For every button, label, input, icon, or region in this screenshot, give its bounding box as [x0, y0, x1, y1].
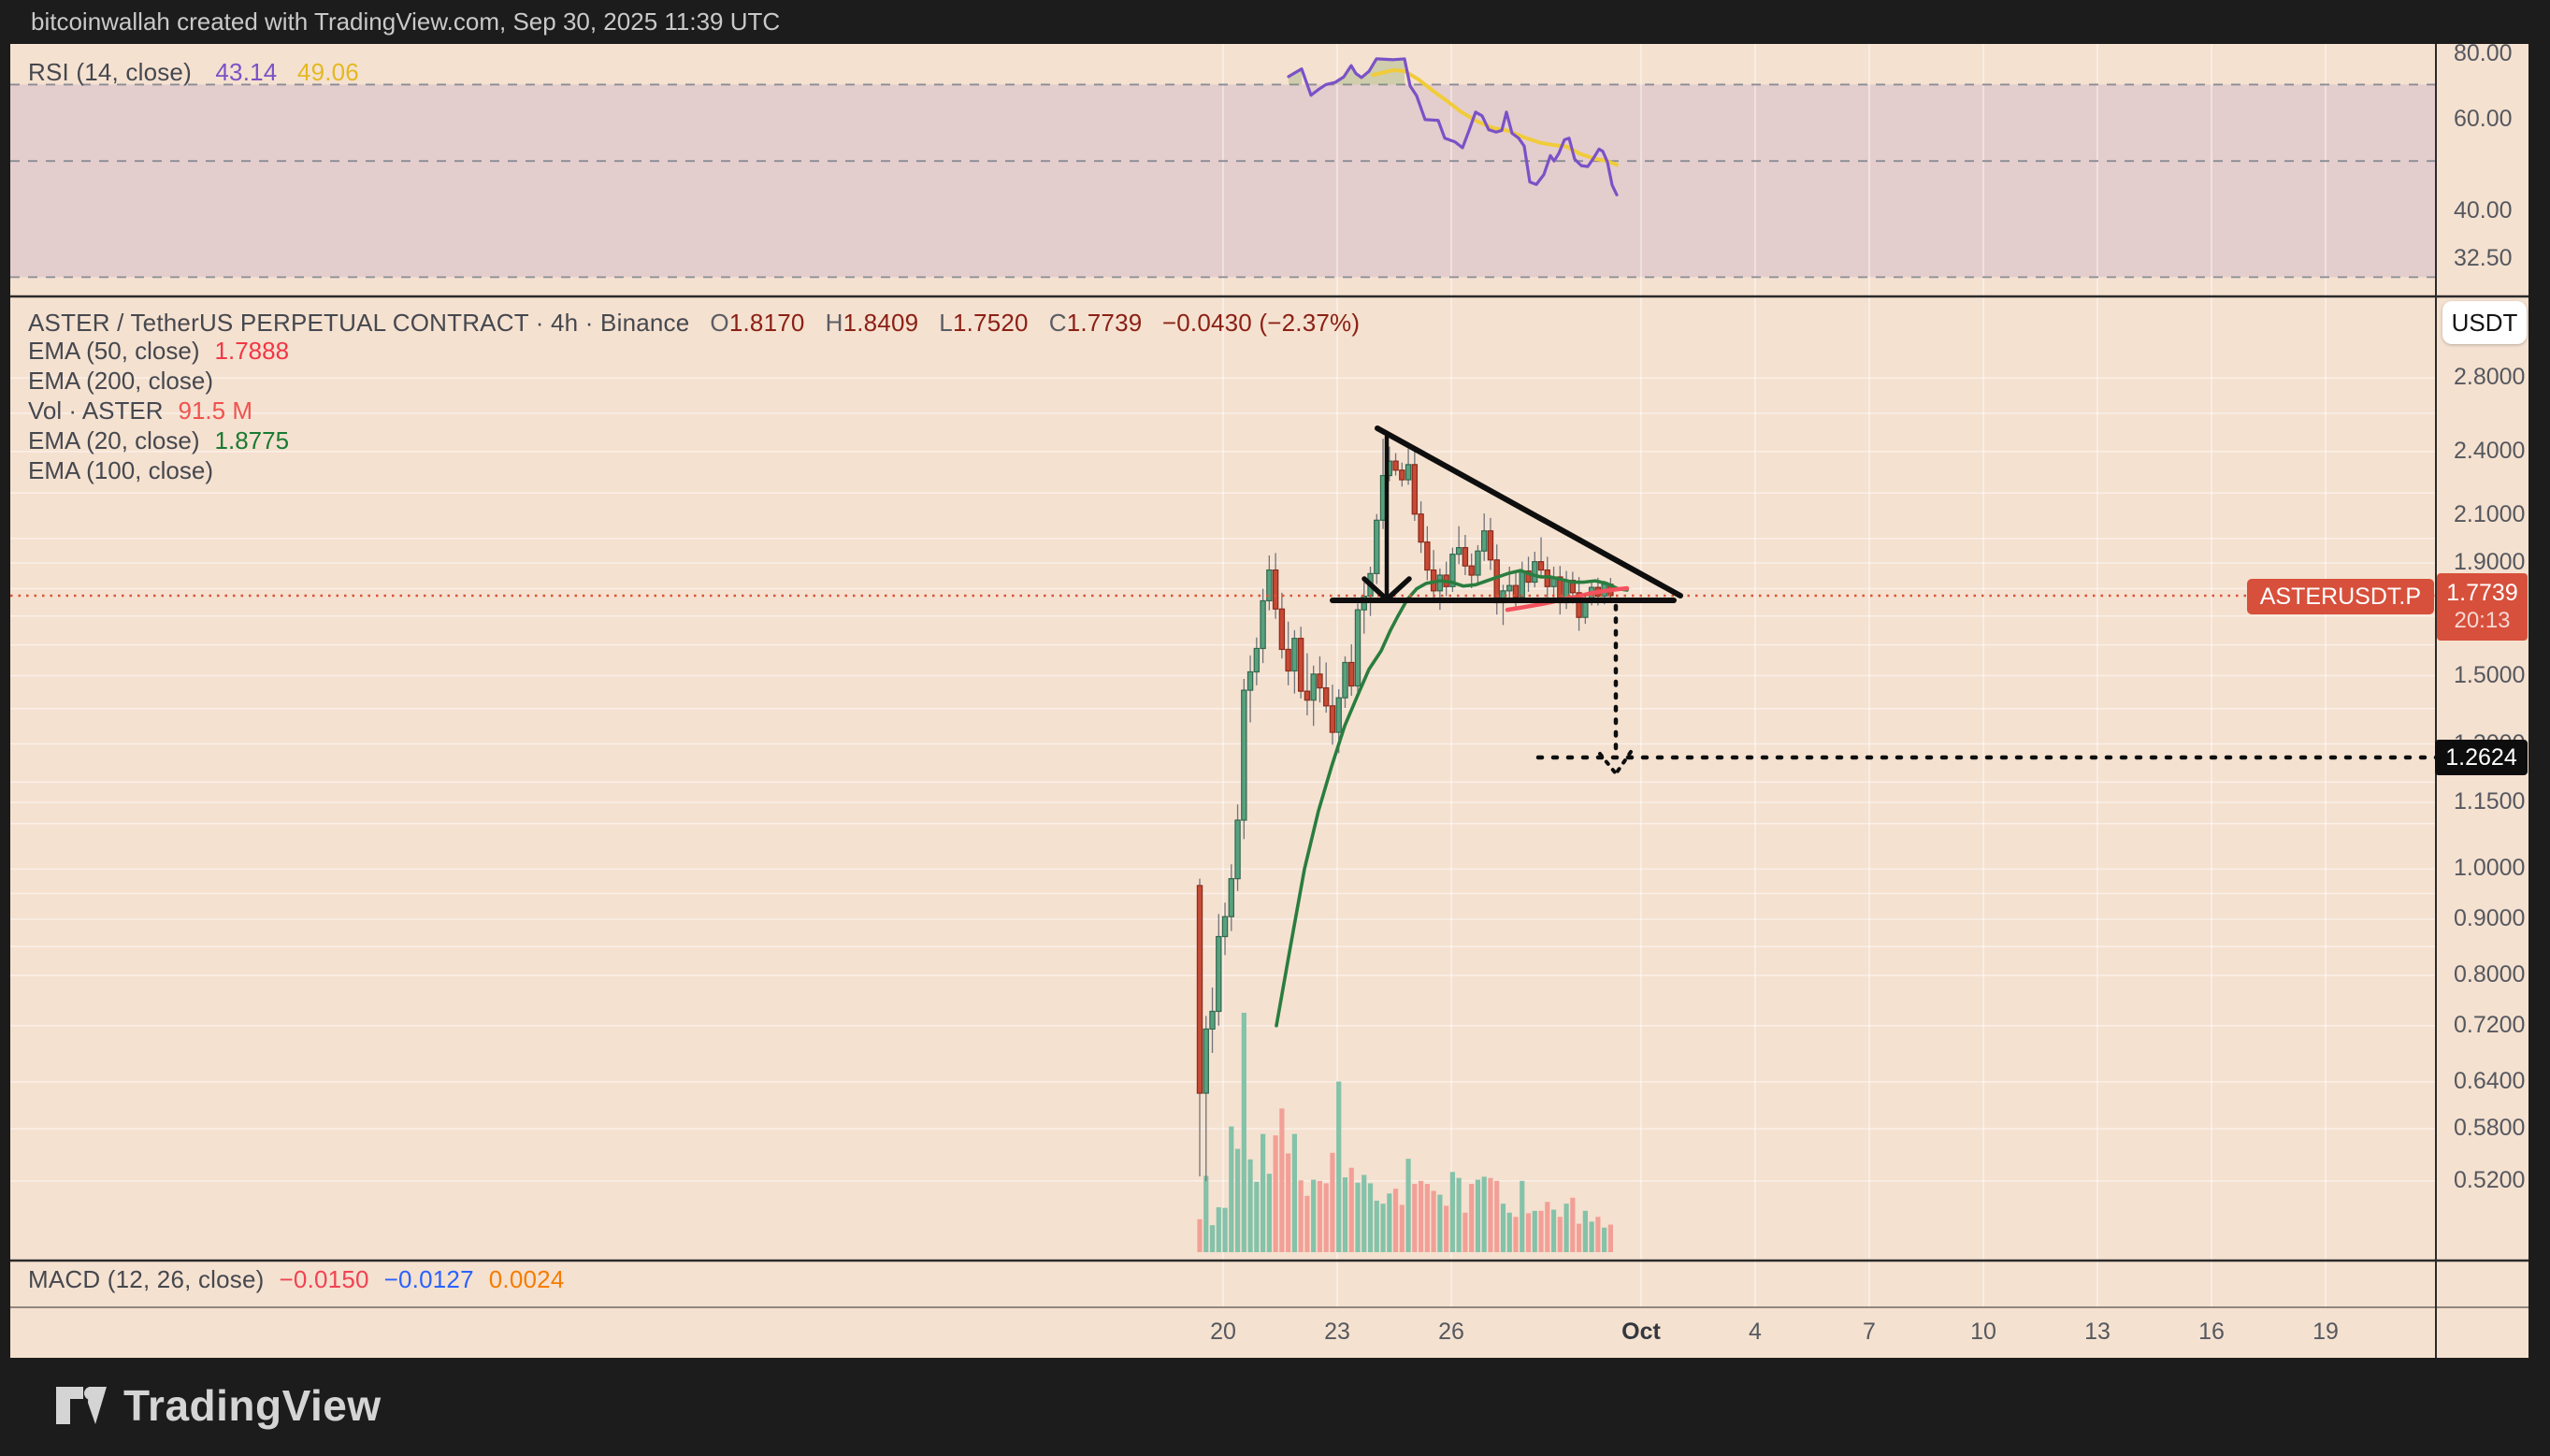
tradingview-branding[interactable]: TradingView: [54, 1380, 382, 1431]
indicator-legend-row[interactable]: Vol · ASTER 91.5 M: [28, 396, 252, 425]
price-tick-label: 2.1000: [2454, 500, 2526, 527]
macd-value: −0.0150: [279, 1265, 369, 1293]
time-tick-label: Oct: [1621, 1319, 1661, 1345]
indicator-label: EMA (200, close): [28, 367, 213, 395]
price-tick-label: 2.4000: [2454, 437, 2526, 464]
price-tick-label: 1.1500: [2454, 788, 2526, 815]
price-tick-label: 2.8000: [2454, 364, 2526, 391]
target-price-badge: 1.2624: [2435, 740, 2528, 775]
ohlc-h: H1.8409: [825, 309, 919, 337]
time-tick-label: 20: [1210, 1319, 1236, 1345]
time-tick-label: 7: [1863, 1319, 1876, 1345]
ohlc-values: O1.8170 H1.8409 L1.7520 C1.7739: [689, 309, 1142, 337]
price-tick-label: 1.0000: [2454, 855, 2526, 882]
indicator-label: Vol · ASTER: [28, 396, 164, 425]
last-price-badge: 1.7739 20:13: [2437, 573, 2528, 641]
time-tick-label: 10: [1970, 1319, 1996, 1345]
tradingview-logo-icon: [56, 1387, 107, 1424]
rsi-tick-label: 40.00: [2454, 197, 2513, 224]
indicator-legend-row[interactable]: EMA (200, close): [28, 367, 213, 396]
price-change: −0.0430 (−2.37%): [1161, 309, 1361, 337]
time-tick-label: 23: [1324, 1319, 1350, 1345]
time-tick-label: 19: [2312, 1319, 2339, 1345]
macd-legend[interactable]: MACD (12, 26, close) −0.0150 −0.0127 0.0024: [28, 1265, 564, 1294]
price-tick-label: 0.5200: [2454, 1166, 2526, 1193]
indicator-value: 1.8775: [214, 426, 290, 454]
rsi-legend-label: RSI (14, close): [28, 58, 192, 86]
indicator-legend-row[interactable]: EMA (50, close) 1.7888: [28, 337, 289, 366]
indicator-label: EMA (20, close): [28, 426, 200, 454]
ohlc-l: L1.7520: [939, 309, 1029, 337]
attribution-text: bitcoinwallah created with TradingView.c…: [31, 7, 781, 36]
indicator-label: EMA (50, close): [28, 337, 200, 365]
rsi-tick-label: 60.00: [2454, 105, 2513, 132]
price-tick-label: 0.8000: [2454, 961, 2526, 988]
indicator-value: 91.5 M: [178, 396, 253, 425]
price-tick-label: 0.6400: [2454, 1067, 2526, 1094]
bar-countdown: 20:13: [2454, 608, 2511, 633]
symbol-price-label-badge: ASTERUSDT.P: [2246, 579, 2434, 614]
time-tick-label: 26: [1438, 1319, 1464, 1345]
ohlc-o: O1.8170: [710, 309, 805, 337]
rsi-value: 43.14: [215, 58, 278, 86]
macd-value: 0.0024: [488, 1265, 565, 1293]
last-price-value: 1.7739: [2446, 580, 2518, 606]
rsi-tick-label: 80.00: [2454, 40, 2513, 66]
indicator-legend-row[interactable]: EMA (20, close) 1.8775: [28, 426, 289, 455]
indicator-legend-row[interactable]: EMA (100, close): [28, 456, 213, 485]
symbol-header[interactable]: ASTER / TetherUS PERPETUAL CONTRACT · 4h…: [28, 309, 1360, 338]
time-tick-label: 4: [1749, 1319, 1762, 1345]
macd-value: −0.0127: [383, 1265, 474, 1293]
price-tick-label: 0.7200: [2454, 1011, 2526, 1038]
price-tick-label: 0.5800: [2454, 1115, 2526, 1142]
rsi-tick-label: 32.50: [2454, 244, 2513, 271]
price-tick-label: 1.9000: [2454, 548, 2526, 575]
rsi-ma-value: 49.06: [296, 58, 359, 86]
symbol-title: ASTER / TetherUS PERPETUAL CONTRACT · 4h…: [28, 309, 690, 337]
tradingview-wordmark: TradingView: [123, 1381, 382, 1430]
indicator-value: 1.7888: [214, 337, 290, 365]
macd-legend-label: MACD (12, 26, close): [28, 1265, 265, 1293]
price-tick-label: 1.5000: [2454, 661, 2526, 688]
currency-toggle-button[interactable]: USDT: [2442, 301, 2527, 344]
time-tick-label: 16: [2198, 1319, 2225, 1345]
time-tick-label: 13: [2084, 1319, 2111, 1345]
macd-values: −0.0150 −0.0127 0.0024: [265, 1265, 565, 1293]
ohlc-c: C1.7739: [1048, 309, 1143, 337]
price-tick-label: 0.9000: [2454, 905, 2526, 932]
rsi-legend[interactable]: RSI (14, close) 43.14 49.06: [28, 58, 359, 87]
indicator-label: EMA (100, close): [28, 456, 213, 484]
